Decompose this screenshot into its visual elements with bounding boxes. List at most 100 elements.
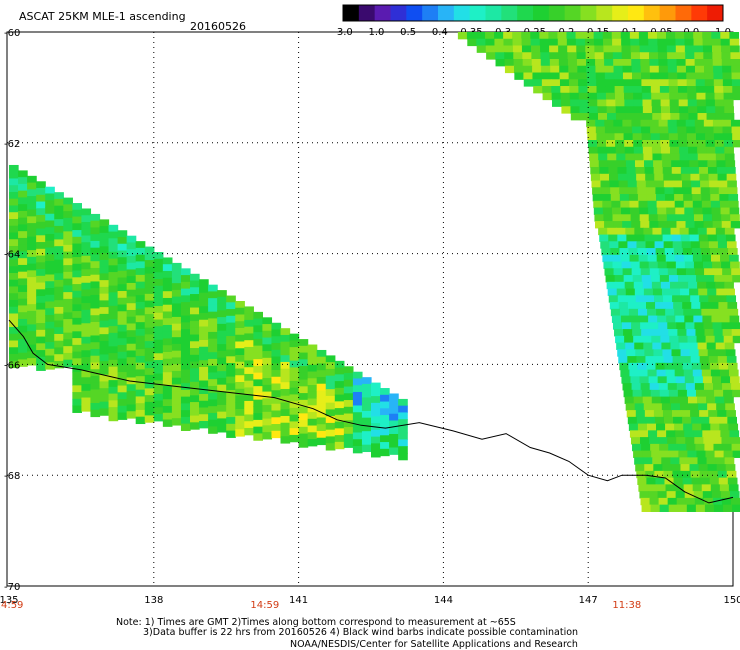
data-cell: [576, 59, 587, 67]
data-cell: [271, 410, 282, 418]
data-cell: [627, 173, 637, 182]
data-cell: [262, 405, 273, 413]
data-cell: [670, 457, 681, 465]
data-cell: [678, 450, 688, 458]
data-cell: [126, 235, 137, 244]
data-cell: [81, 255, 92, 264]
data-cell: [608, 234, 618, 242]
data-cell: [99, 232, 110, 241]
data-cell: [325, 395, 336, 404]
data-cell: [162, 358, 173, 367]
data-cell: [153, 387, 164, 395]
data-cell: [707, 464, 718, 472]
data-cell: [648, 261, 659, 269]
data-cell: [389, 420, 399, 428]
data-cell: [698, 464, 709, 472]
data-cell: [586, 72, 597, 80]
data-cell: [108, 251, 119, 260]
data-cell: [723, 133, 733, 141]
footer-note-line1: Note: 1) Times are GMT 2)Times along bot…: [116, 617, 516, 628]
data-cell: [711, 491, 722, 499]
data-cell: [9, 185, 19, 193]
data-cell: [717, 241, 728, 249]
data-cell: [99, 361, 110, 369]
data-cell: [707, 349, 718, 357]
data-cell: [628, 187, 638, 195]
data-cell: [668, 329, 678, 337]
data-cell: [316, 430, 327, 439]
data-cell: [63, 238, 73, 246]
data-cell: [668, 72, 678, 80]
data-cell: [671, 410, 682, 418]
data-cell: [673, 302, 683, 310]
data-cell: [727, 416, 737, 425]
data-cell: [90, 375, 101, 384]
data-cell: [722, 383, 732, 391]
data-cell: [63, 271, 73, 280]
data-cell: [637, 362, 648, 371]
data-cell: [398, 452, 408, 461]
data-cell: [638, 32, 649, 40]
data-cell: [199, 339, 209, 348]
data-cell: [652, 403, 663, 411]
data-cell: [90, 274, 101, 283]
data-cell: [693, 32, 703, 40]
data-cell: [144, 266, 155, 275]
data-cell: [81, 289, 92, 297]
data-cell: [90, 402, 101, 411]
data-cell: [72, 371, 82, 380]
data-cell: [162, 284, 173, 292]
data-cell: [99, 334, 110, 342]
data-cell: [595, 126, 606, 134]
x-axis-tick-labels: 135 138 141 144 147 150: [0, 595, 740, 606]
data-cell: [700, 416, 710, 425]
data-cell: [596, 92, 607, 101]
data-cell: [343, 379, 354, 388]
data-cell: [561, 106, 572, 114]
data-cell: [680, 160, 690, 168]
data-cell: [670, 153, 681, 161]
data-cell: [731, 443, 740, 452]
data-cell: [262, 371, 273, 379]
data-cell: [685, 59, 696, 67]
data-cell: [316, 356, 327, 365]
data-cell: [162, 318, 173, 326]
data-cell: [721, 214, 731, 222]
data-cell: [639, 38, 649, 47]
data-cell: [651, 396, 662, 404]
data-cell: [208, 385, 218, 394]
data-cell: [334, 387, 345, 396]
data-cell: [262, 425, 273, 433]
data-cell: [623, 79, 633, 87]
data-cell: [226, 302, 236, 310]
data-cell: [343, 366, 354, 374]
data-cell: [171, 391, 182, 399]
data-cell: [728, 369, 739, 377]
data-cell: [557, 32, 568, 40]
data-cell: [18, 237, 28, 246]
data-cell: [307, 385, 318, 393]
data-cell: [135, 335, 146, 344]
data-cell: [217, 357, 227, 365]
data-cell: [271, 363, 282, 371]
data-cell: [280, 341, 291, 350]
data-cell: [629, 32, 640, 40]
data-cell: [604, 72, 615, 80]
data-cell: [588, 99, 598, 107]
data-cell: [280, 388, 291, 397]
data-cell: [652, 227, 663, 236]
data-cell: [586, 126, 597, 134]
data-cell: [656, 308, 666, 317]
data-cell: [63, 197, 73, 205]
data-cell: [18, 231, 28, 239]
data-cell: [27, 182, 37, 190]
data-cell: [153, 353, 164, 361]
colorbar-swatch: [596, 5, 613, 21]
data-cell: [682, 477, 693, 485]
coastline: [8, 319, 734, 504]
data-cell: [727, 477, 738, 485]
data-cell: [713, 504, 724, 512]
data-cell: [730, 52, 740, 60]
colorbar-swatch: [643, 5, 661, 21]
data-cell: [9, 360, 19, 369]
